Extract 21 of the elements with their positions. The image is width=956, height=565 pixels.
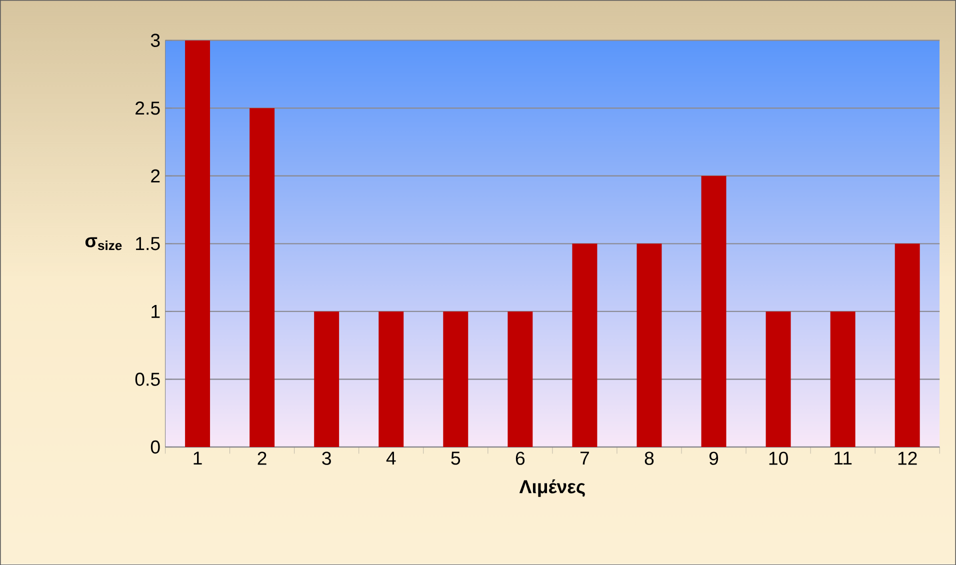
- x-tick-label: 2: [258, 452, 266, 465]
- x-tick-label: 10: [769, 452, 788, 465]
- x-axis-title: Λιμένες: [519, 479, 585, 497]
- y-tick-label: 0.5: [135, 372, 160, 386]
- y-tick-label: 2: [151, 169, 160, 182]
- y-tick-label: 2.5: [136, 101, 160, 115]
- x-tick-label: 5: [451, 452, 460, 465]
- x-tick-label: 1: [194, 452, 202, 464]
- x-tick-label: 8: [644, 452, 654, 465]
- y-tick-label: 1: [152, 304, 160, 318]
- y-axis-title: σ$_{size}$: [85, 237, 122, 250]
- x-tick-label: 6: [516, 452, 525, 465]
- x-tick-label: 12: [898, 452, 917, 465]
- y-tick-label: 3: [150, 34, 160, 47]
- x-tick-label: 9: [709, 452, 718, 465]
- y-tick-label: 0: [150, 440, 160, 454]
- x-tick-label: 7: [580, 452, 589, 464]
- x-tick-label: 11: [834, 452, 852, 464]
- y-tick-label: 1.5: [136, 237, 160, 250]
- x-tick-label: 3: [322, 452, 331, 465]
- x-tick-label: 4: [386, 452, 396, 464]
